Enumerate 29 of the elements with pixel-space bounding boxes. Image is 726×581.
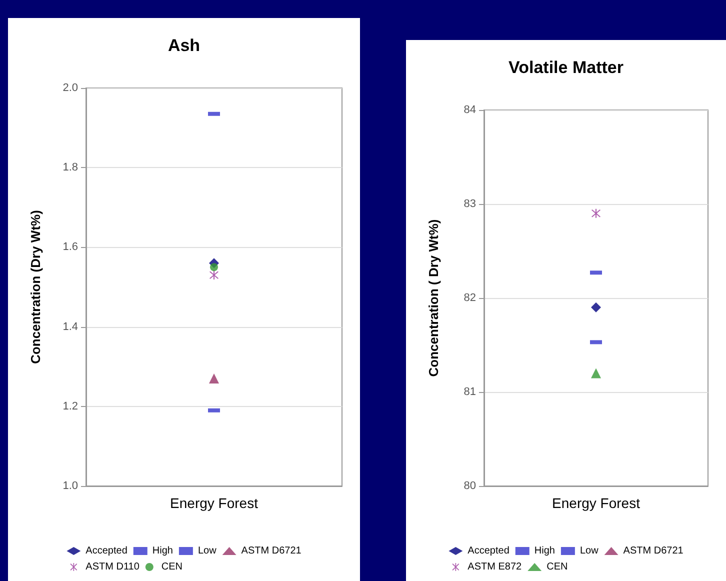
y-tick-label: 1.4	[62, 320, 78, 333]
legend-label: High	[534, 546, 555, 556]
chart-title: Ash	[168, 36, 200, 55]
legend-label: ASTM D6721	[241, 546, 302, 556]
y-tick-label: 2.0	[62, 82, 78, 94]
legend-label: High	[152, 546, 173, 556]
legend-label: ASTM D110	[86, 562, 140, 572]
legend-label: ASTM D6721	[623, 546, 684, 556]
y-axis-title: Concentration ( Dry Wt%)	[426, 219, 441, 377]
legend-label: ASTM E872	[468, 562, 522, 572]
x-tick-label: Energy Forest	[170, 495, 258, 511]
legend-label: CEN	[161, 562, 183, 572]
legend-label: Accepted	[86, 546, 128, 556]
y-tick-label: 81	[464, 386, 476, 398]
y-tick-label: 1.8	[62, 162, 78, 174]
legend-label: Low	[580, 546, 600, 556]
y-axis-title: Concentration (Dry Wt%)	[28, 210, 43, 364]
legend-label: CEN	[546, 562, 568, 572]
y-tick-label: 84	[464, 104, 476, 116]
legend-label: Low	[198, 546, 218, 556]
y-tick-label: 1.2	[62, 400, 78, 412]
y-tick-label: 83	[464, 198, 476, 210]
y-tick-label: 1.0	[62, 480, 78, 492]
legend-label: Accepted	[468, 546, 510, 556]
y-tick-label: 80	[464, 480, 476, 492]
y-tick-label: 82	[464, 292, 476, 304]
x-tick-label: Energy Forest	[552, 495, 640, 511]
y-tick-label: 1.6	[62, 241, 78, 254]
chart-title: Volatile Matter	[508, 58, 624, 77]
